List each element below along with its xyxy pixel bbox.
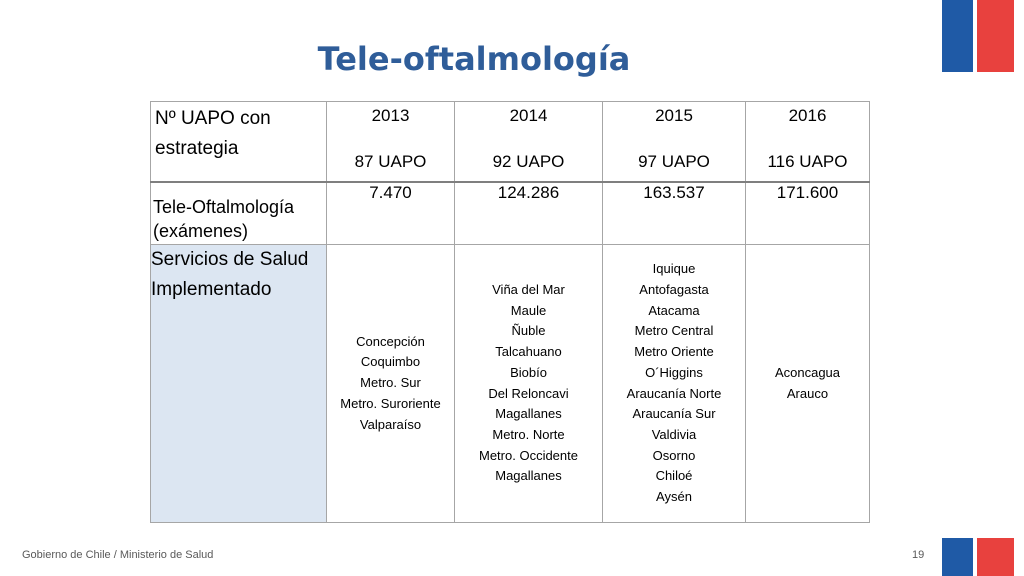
service-item: Coquimbo bbox=[360, 354, 421, 370]
table-row-services: Servicios de Salud Implementado Concepci… bbox=[150, 244, 870, 523]
year-label: 2016 bbox=[788, 106, 827, 125]
service-item: Atacama bbox=[648, 302, 700, 318]
service-item: Arauco bbox=[786, 385, 829, 401]
service-item: Aconcagua bbox=[774, 364, 841, 380]
year-label: 2015 bbox=[655, 106, 693, 125]
exams-label-line1: Tele-Oftalmología bbox=[153, 196, 295, 217]
service-item: Metro. Norte bbox=[492, 426, 565, 442]
exams-label-line2: (exámenes) bbox=[153, 220, 249, 241]
header-label: Nº UAPO con estrategia bbox=[155, 108, 271, 159]
service-item: Viña del Mar bbox=[492, 281, 565, 297]
exams-label-cell: Tele-Oftalmología (exámenes) bbox=[150, 181, 327, 245]
service-item: Metro. Occidente bbox=[479, 447, 578, 463]
page-number: 19 bbox=[912, 549, 925, 561]
service-item: Antofagasta bbox=[639, 281, 709, 297]
chile-flag-logo-top bbox=[942, 0, 1014, 72]
year-cell-2013: 2013 87 UAPO bbox=[326, 101, 455, 183]
chile-flag-logo-bottom bbox=[942, 538, 1014, 576]
year-label: 2013 bbox=[371, 106, 410, 125]
service-item: Aysén bbox=[656, 489, 692, 505]
uapo-table: Nº UAPO con estrategia 2013 87 UAPO 2014… bbox=[150, 101, 870, 523]
year-cell-2016: 2016 116 UAPO bbox=[745, 101, 870, 183]
service-item: Talcahuano bbox=[495, 344, 562, 360]
uapo-count: 92 UAPO bbox=[492, 152, 565, 171]
slide-title: Tele-oftalmología bbox=[317, 40, 631, 78]
service-item: Valdivia bbox=[651, 426, 697, 442]
services-label-cell: Servicios de Salud Implementado bbox=[150, 244, 327, 523]
exams-value-2015: 163.537 bbox=[602, 181, 746, 245]
year-label: 2014 bbox=[509, 106, 548, 125]
services-list-2014: Viña del Mar Maule Ñuble Talcahuano Biob… bbox=[454, 244, 603, 523]
service-item: Maule bbox=[510, 302, 547, 318]
service-item: Magallanes bbox=[495, 468, 562, 484]
service-item: Concepción bbox=[356, 333, 425, 349]
year-cell-2015: 2015 97 UAPO bbox=[602, 101, 746, 183]
service-item: Araucanía Sur bbox=[632, 406, 716, 422]
service-item: Del Reloncavi bbox=[488, 385, 569, 401]
service-item: Valparaíso bbox=[359, 416, 422, 432]
footer-org: Gobierno de Chile / Ministerio de Salud bbox=[22, 549, 214, 561]
uapo-count: 97 UAPO bbox=[638, 152, 710, 171]
service-item: Metro. Suroriente bbox=[340, 395, 441, 411]
year-cell-2014: 2014 92 UAPO bbox=[454, 101, 603, 183]
service-item: Ñuble bbox=[511, 323, 546, 339]
service-item: Biobío bbox=[510, 364, 547, 380]
service-item: Chiloé bbox=[655, 468, 693, 484]
services-list-2015: Iquique Antofagasta Atacama Metro Centra… bbox=[602, 244, 746, 523]
services-label-line2: Implementado bbox=[151, 279, 272, 300]
service-item: Magallanes bbox=[495, 406, 562, 422]
uapo-count: 87 UAPO bbox=[354, 152, 427, 171]
header-label-cell: Nº UAPO con estrategia bbox=[150, 101, 327, 183]
services-label-line1: Servicios de Salud bbox=[151, 249, 309, 270]
table-row-exams: Tele-Oftalmología (exámenes) 7.470 124.2… bbox=[150, 181, 870, 245]
service-item: Osorno bbox=[652, 447, 696, 463]
service-item: Iquique bbox=[652, 261, 696, 277]
service-item: Metro. Sur bbox=[360, 375, 421, 391]
service-item: Metro Oriente bbox=[634, 344, 714, 360]
service-item: Metro Central bbox=[634, 323, 714, 339]
service-item: Araucanía Norte bbox=[626, 385, 722, 401]
exams-value-2014: 124.286 bbox=[454, 181, 603, 245]
services-list-2016: Aconcagua Arauco bbox=[745, 244, 870, 523]
uapo-count: 116 UAPO bbox=[767, 152, 848, 171]
exams-value-2013: 7.470 bbox=[326, 181, 455, 245]
table-row-header: Nº UAPO con estrategia 2013 87 UAPO 2014… bbox=[150, 101, 870, 183]
service-item: O´Higgins bbox=[645, 364, 703, 380]
services-list-2013: Concepción Coquimbo Metro. Sur Metro. Su… bbox=[326, 244, 455, 523]
exams-value-2016: 171.600 bbox=[745, 181, 870, 245]
